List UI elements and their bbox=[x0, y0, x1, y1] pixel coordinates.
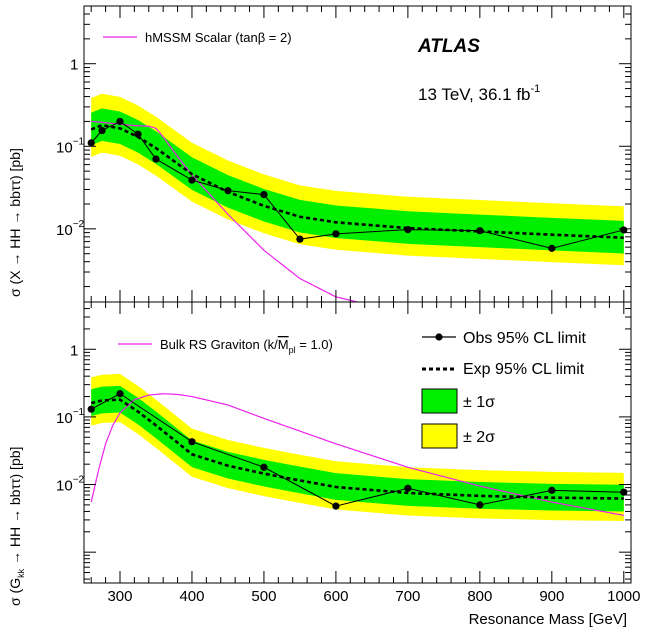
legend-one-sigma-label: ± 1σ bbox=[463, 394, 495, 411]
observed-point bbox=[620, 488, 628, 496]
x-tick-label: 1000 bbox=[607, 588, 640, 605]
x-tick-label: 900 bbox=[539, 588, 564, 605]
observed-point bbox=[98, 126, 106, 135]
lumi-label: 13 TeV, 36.1 fb-1 bbox=[418, 83, 540, 104]
x-tick-label: 300 bbox=[107, 588, 132, 605]
x-tick-label: 600 bbox=[323, 588, 348, 605]
one-sigma-band bbox=[91, 385, 624, 512]
x-tick-label: 700 bbox=[395, 588, 420, 605]
observed-point bbox=[87, 139, 95, 147]
x-tick-label: 400 bbox=[179, 588, 204, 605]
observed-point bbox=[476, 501, 484, 509]
legend-two-sigma-box bbox=[421, 423, 458, 449]
observed-point bbox=[116, 390, 124, 398]
observed-point bbox=[332, 502, 340, 510]
x-axis-title: Resonance Mass [GeV] bbox=[469, 611, 627, 628]
observed-point bbox=[188, 176, 196, 184]
top-theory-legend-label: hMSSM Scalar (tanβ = 2) bbox=[145, 30, 292, 45]
expected-limit-line bbox=[90, 398, 624, 500]
y-tick-label: 10−1 bbox=[56, 407, 85, 427]
observed-point bbox=[134, 130, 142, 138]
x-tick-label: 500 bbox=[251, 588, 276, 605]
bottom-panel: 1 10−1 10−2 300 400 500 600 700 800 900 1000 bbox=[56, 301, 640, 605]
legend-obs-label: Obs 95% CL limit bbox=[463, 330, 587, 347]
observed-point bbox=[152, 155, 160, 163]
legend-exp-label: Exp 95% CL limit bbox=[463, 361, 585, 378]
bottom-theory-legend-label: Bulk RS Graviton (k/Mpl = 1.0) bbox=[160, 337, 333, 355]
observed-point bbox=[188, 438, 196, 446]
y-tick-label: 1 bbox=[70, 57, 78, 74]
y-tick-label: 10−2 bbox=[56, 475, 85, 495]
legend-one-sigma-box bbox=[421, 388, 458, 414]
y-tick-label: 10−1 bbox=[56, 136, 85, 156]
theory-curve bbox=[91, 120, 358, 302]
legend-two-sigma-label: ± 2σ bbox=[463, 429, 495, 446]
observed-point bbox=[332, 230, 340, 238]
observed-point bbox=[404, 484, 412, 492]
observed-point bbox=[404, 225, 412, 234]
observed-point bbox=[476, 227, 484, 235]
observed-point bbox=[260, 463, 268, 471]
top-panel: 1 10−1 10−2 bbox=[56, 5, 632, 303]
panel-frame bbox=[83, 301, 632, 584]
legend-obs-marker bbox=[435, 333, 443, 341]
observed-point bbox=[87, 405, 95, 413]
mpl-symbol: M bbox=[278, 337, 289, 352]
observed-point bbox=[548, 486, 556, 494]
legend: Obs 95% CL limit Exp 95% CL limit ± 1σ ±… bbox=[421, 330, 587, 449]
observed-point bbox=[224, 187, 232, 195]
observed-point bbox=[260, 190, 268, 199]
bottom-y-axis-title: σ (Gkk → HH → bbττ) [pb] bbox=[7, 447, 26, 606]
y-tick-label: 1 bbox=[70, 342, 78, 359]
one-sigma-band bbox=[91, 108, 624, 254]
y-tick-label: 10−2 bbox=[56, 219, 85, 239]
atlas-label: ATLAS bbox=[417, 36, 480, 57]
observed-point bbox=[548, 244, 556, 252]
top-y-axis-title: σ (X → HH → bbττ) [pb] bbox=[7, 148, 23, 297]
plot-area bbox=[87, 373, 628, 522]
plot-area bbox=[87, 93, 628, 302]
observed-limit-line bbox=[90, 120, 624, 249]
observed-point bbox=[296, 235, 304, 243]
observed-point bbox=[116, 117, 124, 126]
observed-point bbox=[620, 226, 628, 234]
x-tick-label: 800 bbox=[467, 588, 492, 605]
theory-curve bbox=[90, 393, 624, 516]
